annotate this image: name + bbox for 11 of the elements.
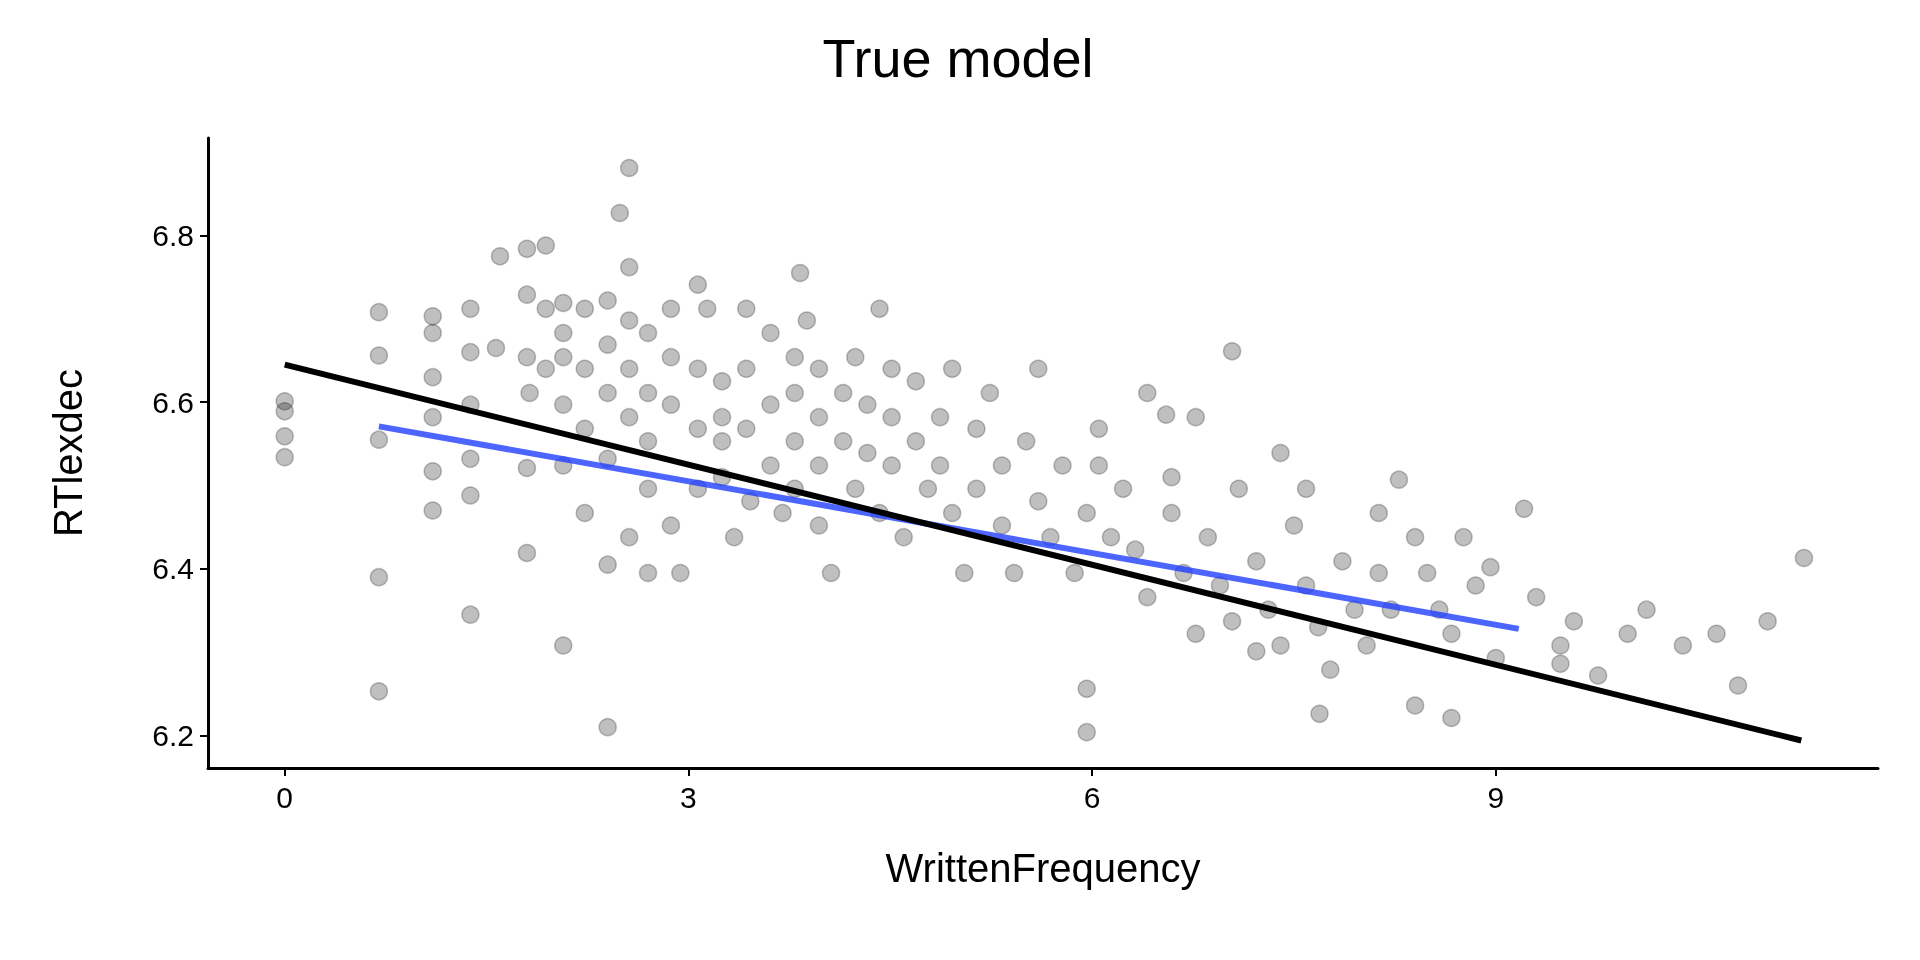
y-tick-label: 6.8 xyxy=(152,219,194,252)
x-axis-title: WrittenFrequency xyxy=(885,846,1201,890)
x-tick-label: 0 xyxy=(276,780,294,814)
chart-title: True model xyxy=(822,28,1094,88)
y-tick-label: 6.2 xyxy=(152,719,194,752)
x-tick-label: 3 xyxy=(680,780,697,814)
x-tick-label: 9 xyxy=(1487,780,1505,814)
y-tick-label: 6.4 xyxy=(152,552,194,586)
y-tick-label: 6.6 xyxy=(152,385,194,419)
x-tick-label: 6 xyxy=(1083,780,1101,814)
y-axis-title: RTlexdec xyxy=(46,368,90,538)
